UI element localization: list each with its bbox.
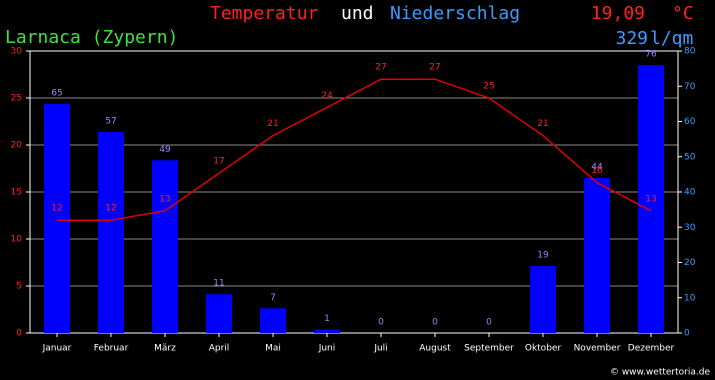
bar-value-label: 57	[105, 117, 116, 127]
bar-value-label: 49	[159, 145, 171, 155]
line-value-label: 21	[267, 119, 278, 129]
bar	[98, 132, 124, 333]
x-tick-label: Juli	[373, 344, 387, 354]
bar-value-label: 0	[432, 318, 438, 328]
y2-tick-label: 10	[684, 293, 696, 303]
x-tick-label: September	[464, 344, 514, 354]
y2-tick-label: 40	[684, 188, 696, 198]
bar-value-label: 1	[324, 314, 330, 324]
y-tick-label: 5	[16, 282, 22, 292]
bar-value-label: 65	[51, 88, 62, 98]
x-tick-label: Juni	[318, 344, 336, 354]
title-and: und	[341, 3, 374, 24]
line-value-label: 13	[159, 194, 170, 204]
x-tick-label: November	[574, 344, 621, 354]
bar-value-label: 7	[270, 293, 276, 303]
line-value-label: 13	[645, 194, 656, 204]
y2-tick-label: 30	[684, 223, 696, 233]
bar	[206, 294, 232, 333]
x-tick-label: März	[154, 344, 176, 354]
bar-value-label: 19	[537, 251, 549, 261]
temperature-line	[57, 78, 652, 221]
x-tick-label: Mai	[265, 344, 281, 354]
line-value-label: 12	[51, 204, 62, 214]
title-temperature: Temperatur	[210, 3, 319, 24]
annual-precipitation: 329	[615, 28, 648, 49]
credit: © www.wettertoria.de	[610, 368, 710, 378]
line-value-label: 16	[591, 166, 603, 176]
y2-tick-label: 20	[684, 258, 696, 268]
bar	[314, 329, 340, 333]
line-value-label: 17	[213, 157, 224, 167]
bar	[152, 160, 178, 333]
bar-value-label: 44	[591, 162, 603, 172]
line-value-label: 27	[429, 63, 440, 73]
bar-value-label: 0	[378, 318, 384, 328]
y2-tick-label: 50	[684, 152, 696, 162]
y-tick-label: 25	[11, 94, 22, 104]
y-tick-label: 10	[11, 235, 23, 245]
y-tick-label: 20	[11, 141, 23, 151]
bar-value-label: 0	[486, 318, 492, 328]
y-tick-label: 15	[11, 188, 22, 198]
bar	[530, 266, 556, 333]
precipitation-unit: l/qm	[650, 28, 693, 49]
temperature-unit: °C	[672, 3, 694, 24]
x-tick-label: April	[209, 344, 230, 354]
line-value-label: 25	[483, 82, 494, 92]
y-tick-label: 30	[11, 47, 23, 57]
line-value-label: 24	[321, 91, 333, 101]
line-value-label: 12	[105, 204, 116, 214]
x-tick-label: Januar	[42, 344, 72, 354]
title-precipitation: Niederschlag	[390, 3, 520, 24]
y2-tick-label: 80	[684, 47, 696, 57]
bar	[44, 103, 70, 333]
bar-value-label: 11	[213, 279, 224, 289]
line-value-label: 21	[537, 119, 548, 129]
bar	[638, 65, 664, 333]
line-value-label: 27	[375, 63, 386, 73]
mean-temperature: 19,09	[591, 3, 645, 24]
y2-tick-label: 0	[684, 329, 690, 339]
y-tick-label: 0	[16, 329, 22, 339]
bar-value-label: 76	[645, 50, 657, 60]
x-tick-label: Dezember	[628, 344, 675, 354]
x-tick-label: August	[419, 344, 451, 354]
bar	[584, 177, 610, 333]
y2-tick-label: 70	[684, 82, 696, 92]
location: Larnaca (Zypern)	[5, 27, 178, 48]
x-tick-label: Oktober	[525, 344, 562, 354]
x-tick-label: Februar	[94, 344, 129, 354]
plot-frame	[29, 50, 679, 334]
bar	[260, 308, 286, 333]
y2-tick-label: 60	[684, 117, 696, 127]
